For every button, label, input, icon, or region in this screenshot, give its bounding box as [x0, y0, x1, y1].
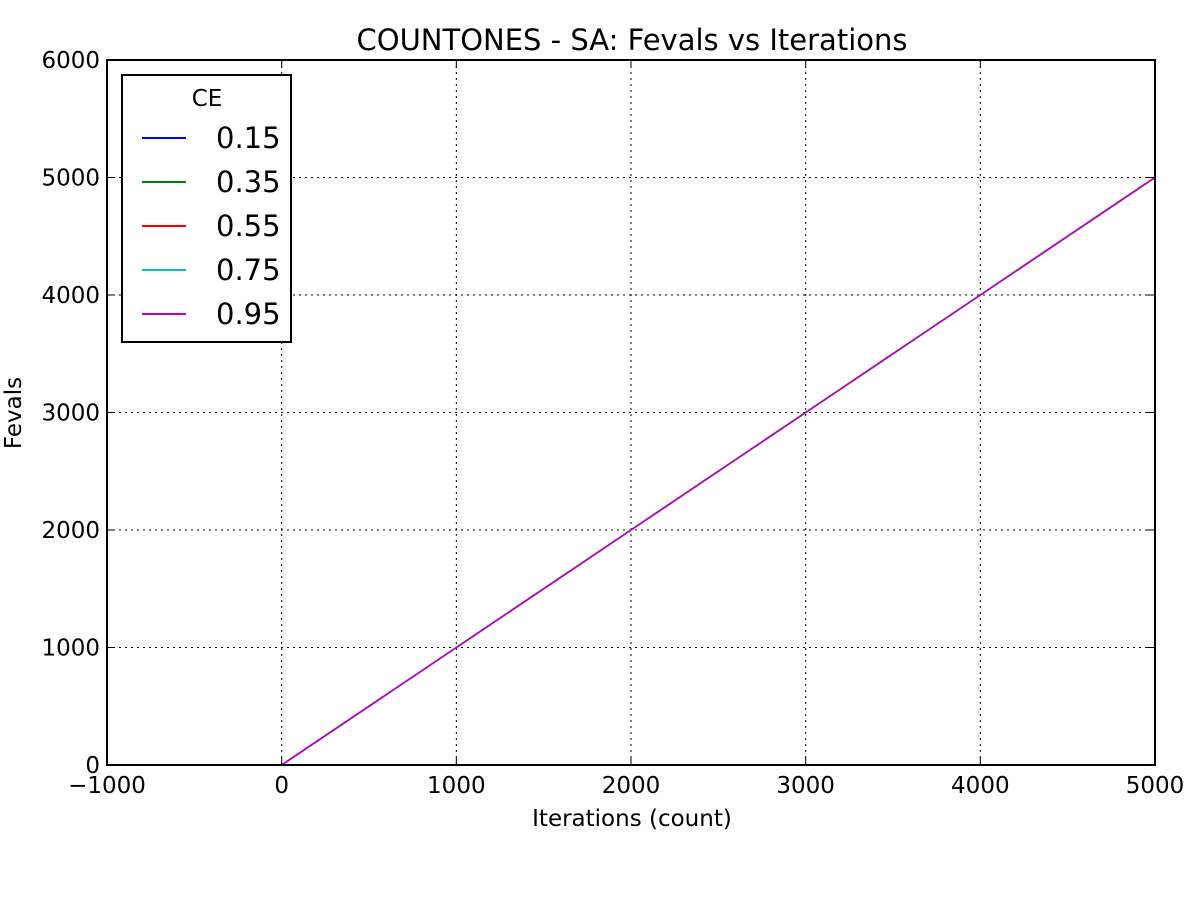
legend-label: 0.55 — [216, 209, 281, 243]
y-tick-label: 0 — [85, 753, 100, 779]
series-line-0-95 — [281, 176, 1156, 766]
y-tick-label: 2000 — [41, 518, 100, 544]
x-tick-label: 5000 — [1126, 773, 1185, 799]
y-tick-label: 3000 — [41, 401, 100, 427]
x-tick-label: 1000 — [427, 773, 486, 799]
legend-title: CE — [192, 86, 223, 112]
legend-label: 0.35 — [216, 165, 281, 199]
legend-box — [121, 74, 292, 343]
legend-label: 0.95 — [216, 297, 281, 331]
y-tick-label: 6000 — [41, 48, 100, 74]
x-tick-label: 3000 — [776, 773, 835, 799]
legend-label: 0.75 — [216, 253, 281, 287]
x-axis-label: Iterations (count) — [532, 806, 732, 832]
x-tick-label: 2000 — [602, 773, 661, 799]
series-lines — [281, 176, 1156, 766]
y-tick-label: 1000 — [41, 636, 100, 662]
y-tick-label: 4000 — [41, 283, 100, 309]
tick-labels: −1000 0 1000 2000 3000 4000 500001000200030004… — [41, 48, 1184, 799]
x-tick-label: 0 — [274, 773, 289, 799]
x-tick-label: −1000 — [68, 773, 146, 799]
x-tick-label: 4000 — [951, 773, 1010, 799]
legend-items: 0.15 0.35 0.55 0.75 0.95 — [142, 121, 281, 331]
ticks — [106, 59, 1156, 766]
legend-label: 0.15 — [216, 121, 281, 155]
y-tick-label: 5000 — [41, 166, 100, 192]
chart-title: COUNTONES - SA: Fevals vs Iterations — [357, 23, 908, 57]
y-axis-label: Fevals — [1, 377, 27, 449]
legend: CE 0.15 0.35 0.55 0.75 0.95 — [121, 74, 292, 343]
